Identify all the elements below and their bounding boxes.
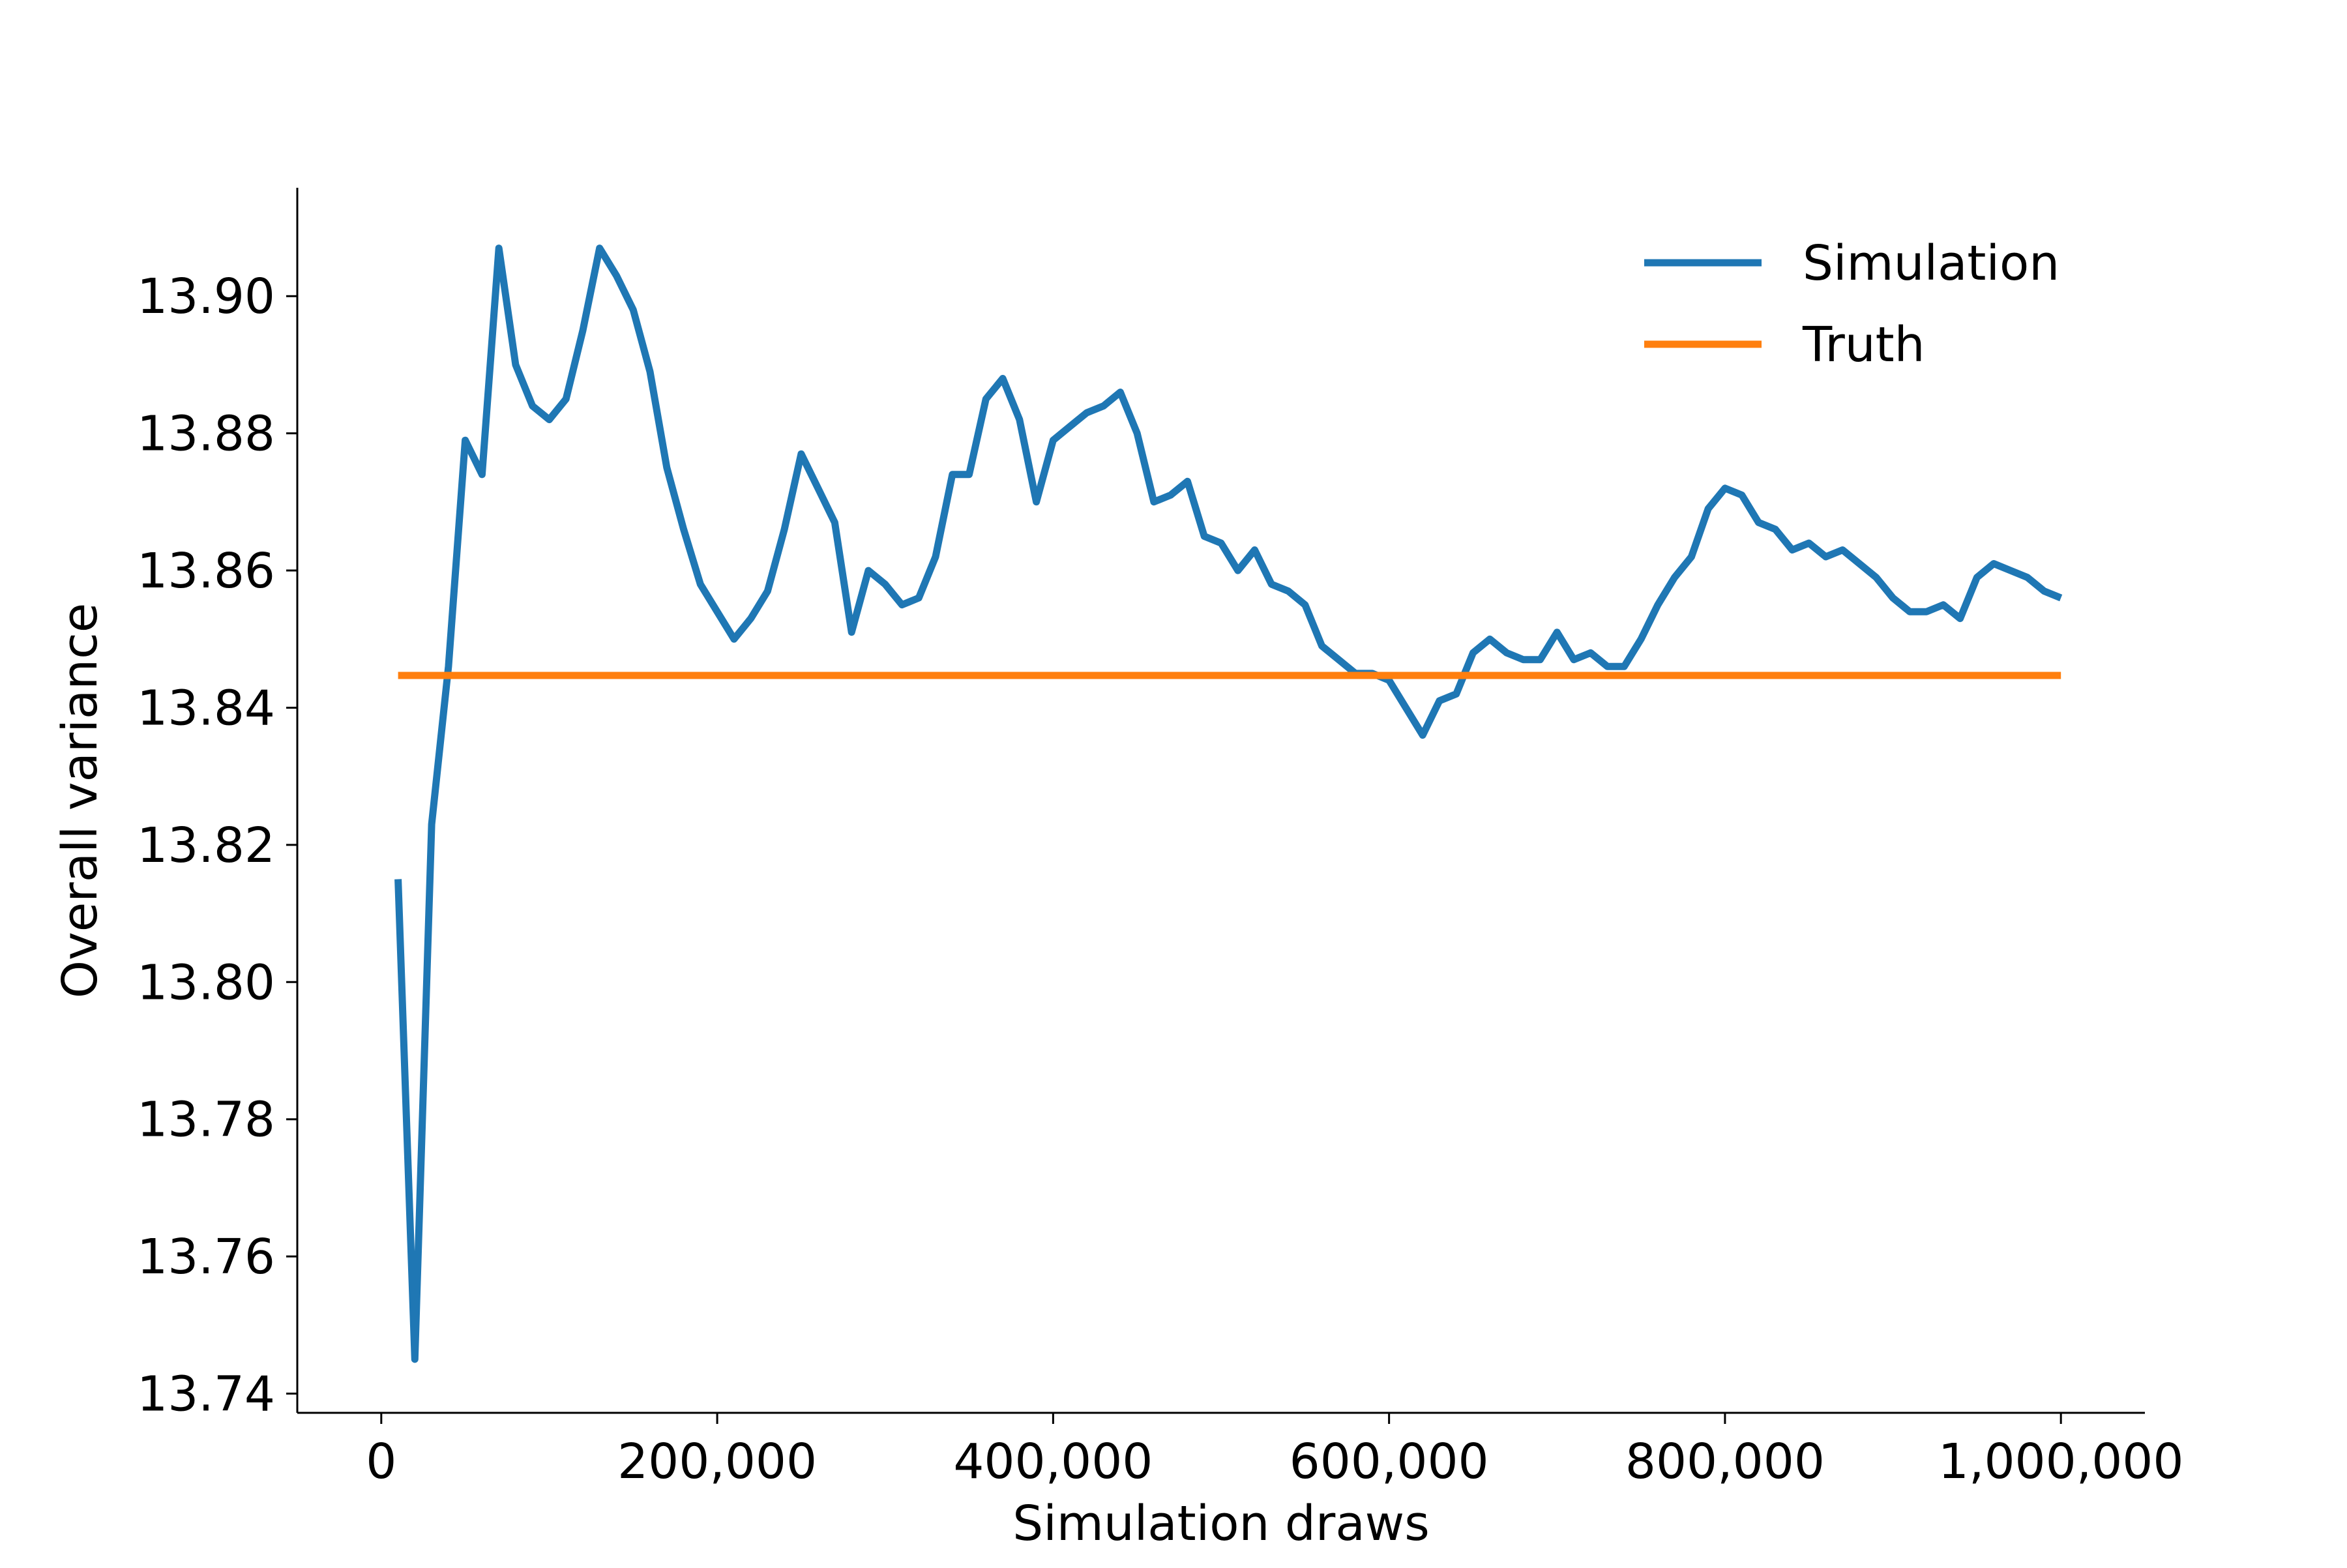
y-tick-label: 13.90: [137, 269, 275, 325]
y-ticks: 13.74 13.76 13.78 13.80 13.82 13.84 13.86 13.88…: [137, 269, 297, 1423]
y-tick-label: 13.86: [137, 543, 275, 599]
legend: Simulation Truth: [1644, 235, 2059, 373]
legend-label-truth: Truth: [1802, 317, 1925, 373]
axes: [296, 188, 2145, 1414]
x-tick-label: 600,000: [1290, 1434, 1489, 1490]
x-axis-title: Simulation draws: [1012, 1496, 1430, 1552]
legend-label-simulation: Simulation: [1803, 235, 2059, 291]
y-axis-title: Overall variance: [52, 603, 108, 999]
y-tick-label: 13.74: [137, 1367, 275, 1423]
y-tick-label: 13.78: [137, 1092, 275, 1148]
y-tick-label: 13.88: [137, 406, 275, 462]
x-tick-label: 1,000,000: [1938, 1434, 2184, 1490]
y-tick-label: 13.84: [137, 680, 275, 736]
y-tick-label: 13.80: [137, 954, 275, 1011]
y-tick-label: 13.76: [137, 1229, 275, 1285]
x-tick-label: 800,000: [1625, 1434, 1825, 1490]
x-ticks: 0 200,000 400,000 600,000 800,000 1,000,000: [366, 1413, 2183, 1490]
y-tick-label: 13.82: [137, 818, 275, 874]
x-tick-label: 200,000: [617, 1434, 817, 1490]
series-layer: [394, 244, 2063, 1363]
x-tick-label: 400,000: [953, 1434, 1153, 1490]
series-line-simulation: [394, 244, 2063, 1363]
x-tick-label: 0: [366, 1434, 396, 1490]
